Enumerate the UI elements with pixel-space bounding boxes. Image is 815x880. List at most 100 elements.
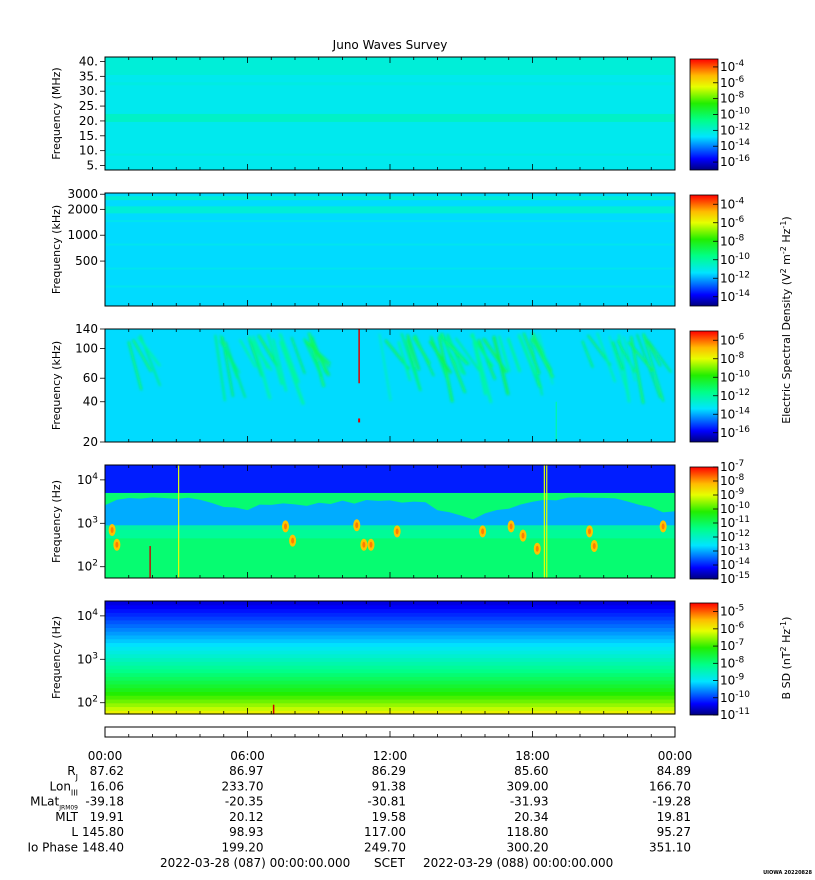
y-tick-label: 30. (79, 84, 98, 98)
ephemeris-value: 86.97 (229, 764, 263, 778)
y-tick-label: 103 (77, 651, 98, 666)
colorbar-tick-label: 10-10 (720, 690, 750, 705)
time-tick-label: 12:00 (373, 749, 408, 763)
y-tick-label: 500 (75, 254, 98, 268)
y-tick-label: 40. (79, 54, 98, 68)
uiowa-stamp: UIOWA 20220828 (763, 870, 812, 876)
colorbar-tick-label: 10-15 (720, 571, 750, 586)
colorbar-tick-label: 10-7 (720, 459, 744, 474)
colorbar-tick-label: 10-11 (720, 515, 750, 530)
colorbar-tick-label: 10-4 (720, 196, 745, 211)
y-axis-label: Frequency (Hz) (50, 616, 63, 699)
y-tick-label: 102 (77, 695, 98, 710)
colorbar-gradient (689, 194, 719, 307)
spectrogram-image (105, 193, 675, 306)
colorbar-panel-2: 10-4 10-6 10-8 10-10 10-12 10-14 (689, 194, 750, 307)
ephemeris-value: 84.89 (657, 764, 691, 778)
colorbar-tick-label: 10-16 (720, 154, 750, 169)
y-tick-label: 100 (75, 342, 98, 356)
colorbar-label-magnetic: B SD (nT2 Hz-1) (779, 617, 794, 700)
spectrogram-image (105, 601, 675, 715)
ephemeris-value: -31.93 (510, 795, 549, 809)
y-tick-label: 2000 (67, 202, 98, 216)
scet-start: 2022-03-28 (087) 00:00:00.000 (160, 856, 350, 870)
colorbar-tick-label: 10-9 (720, 487, 745, 502)
colorbar-tick-label: 10-6 (720, 332, 745, 347)
y-tick-label: 35. (79, 69, 98, 83)
y-axis-label: Frequency (MHz) (50, 67, 63, 159)
y-tick-label: 40 (83, 395, 98, 409)
colorbar-tick-label: 10-12 (720, 122, 750, 137)
ephemeris-value: 249.70 (364, 841, 406, 855)
y-tick-label: 1000 (67, 228, 98, 242)
colorbar-tick-label: 10-13 (720, 543, 750, 558)
colorbar-tick-label: 10-11 (720, 707, 750, 722)
spectrogram-image (105, 57, 675, 170)
ephemeris-value: 19.58 (372, 810, 406, 824)
y-tick-label: 3000 (67, 187, 98, 201)
ephemeris-value: 351.10 (649, 841, 691, 855)
colorbar-tick-label: 10-14 (720, 557, 750, 572)
colorbar-panel-4: 10-710-810-910-1010-1110-1210-1310-1410-… (689, 459, 750, 586)
ephemeris-value: 19.81 (657, 810, 691, 824)
y-tick-label: 104 (77, 608, 98, 623)
colorbar-tick-label: 10-14 (720, 406, 750, 421)
scet-label: SCET (374, 856, 406, 870)
colorbar-gradient (689, 602, 719, 716)
ephemeris-value: 309.00 (507, 779, 549, 793)
colorbar-tick-label: 10-4 (720, 59, 745, 74)
ephemeris-value: 87.62 (90, 764, 124, 778)
colorbar-tick-label: 10-16 (720, 425, 750, 440)
ephemeris-value: 95.27 (657, 825, 691, 839)
colorbar-tick-label: 10-10 (720, 369, 750, 384)
spectrogram-panel-5: 104 103 102 Frequency (Hz) (50, 600, 676, 715)
colorbar-tick-label: 10-8 (720, 655, 745, 670)
colorbar-tick-label: 10-8 (720, 233, 745, 248)
spectrogram-panel-4: 104 103 102 Frequency (Hz) (50, 464, 676, 579)
ephemeris-value: -39.18 (85, 795, 124, 809)
y-tick-label: 140 (75, 322, 98, 336)
time-tick-label: 00:00 (88, 749, 123, 763)
colorbar-tick-label: 10-7 (720, 638, 744, 653)
y-tick-label: 103 (77, 515, 98, 530)
ephemeris-value: 117.00 (364, 825, 406, 839)
ephemeris-value: 20.12 (229, 810, 263, 824)
ephemeris-value: 98.93 (229, 825, 263, 839)
colorbar-tick-label: 10-6 (720, 621, 745, 636)
ephemeris-value: 300.20 (507, 841, 549, 855)
colorbar-tick-label: 10-10 (720, 501, 750, 516)
ephemeris-value: 91.38 (372, 779, 406, 793)
scet-end: 2022-03-29 (088) 00:00:00.000 (423, 856, 613, 870)
ephemeris-value: 233.70 (222, 779, 264, 793)
colorbar-label-electric: Electric Spectral Density (V2 m-2 Hz-1) (779, 216, 794, 423)
y-tick-label: 10. (79, 144, 98, 158)
time-tick-label: 06:00 (230, 749, 265, 763)
y-tick-label: 104 (77, 472, 98, 487)
time-tick-label: 18:00 (515, 749, 550, 763)
ephemeris-row-label: MLT (55, 810, 78, 824)
ephemeris-value: 166.70 (649, 779, 691, 793)
ephemeris-value: -19.28 (652, 795, 691, 809)
ephemeris-value: -30.81 (367, 795, 406, 809)
ephemeris-value: 148.40 (82, 841, 124, 855)
spectrogram-panel-3: 140 100 60 40 20 Frequency (kHz) (50, 322, 676, 449)
ephemeris-value: 20.34 (514, 810, 548, 824)
colorbar-tick-label: 10-12 (720, 270, 750, 285)
y-tick-label: 20. (79, 114, 98, 128)
colorbar-tick-label: 10-6 (720, 75, 745, 90)
colorbar-tick-label: 10-14 (720, 138, 750, 153)
ephemeris-value: 85.60 (514, 764, 548, 778)
y-tick-label: 20 (83, 435, 98, 449)
colorbar-tick-label: 10-8 (720, 351, 745, 366)
ephemeris-value: 19.91 (90, 810, 124, 824)
colorbar-tick-label: 10-8 (720, 91, 745, 106)
ephemeris-value: 86.29 (372, 764, 406, 778)
y-tick-label: 25. (79, 99, 98, 113)
colorbar-gradient (689, 330, 719, 443)
colorbar-panel-5: 10-5 10-6 10-7 10-8 10-9 10-10 10-11 (689, 602, 750, 722)
ephemeris-value: 199.20 (222, 841, 264, 855)
colorbar-tick-label: 10-12 (720, 388, 750, 403)
